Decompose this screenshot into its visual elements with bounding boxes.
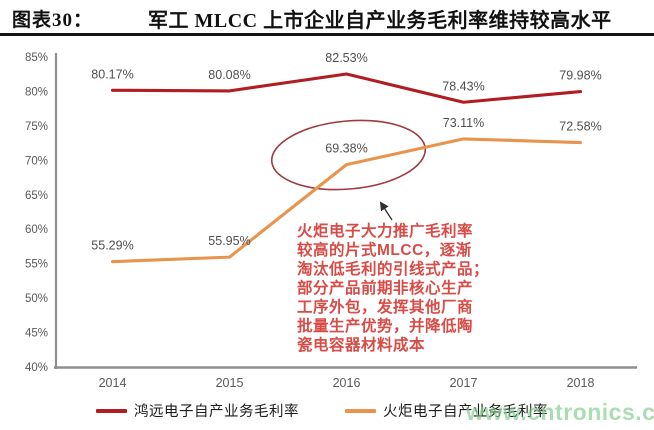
y-tick-label: 75% bbox=[25, 121, 48, 133]
series-line-0 bbox=[110, 72, 583, 104]
x-tick-label: 2014 bbox=[99, 376, 127, 390]
annotation-callout-text: 火炬电子大力推广毛利率 较高的片式MLCC，逐渐 淘汰低毛利的引线式产品； 部分… bbox=[297, 223, 490, 354]
x-tick-label: 2018 bbox=[567, 376, 595, 390]
annotation-arrow bbox=[379, 201, 393, 221]
series-line-1 bbox=[110, 137, 583, 264]
data-point-label: 69.38% bbox=[325, 142, 367, 156]
x-tick-label: 2017 bbox=[450, 376, 478, 390]
data-point-label: 82.53% bbox=[325, 51, 367, 65]
y-tick-label: 65% bbox=[25, 190, 48, 202]
y-tick-label: 40% bbox=[25, 362, 48, 374]
data-point-label: 80.17% bbox=[91, 67, 133, 81]
data-point-label: 73.11% bbox=[443, 116, 484, 130]
chart-legend: 鸿远电子自产业务毛利率 火炬电子自产业务毛利率 bbox=[96, 400, 548, 421]
legend-swatch-hongyuan bbox=[96, 408, 127, 413]
watermark: www.cntronics.com bbox=[466, 399, 654, 425]
data-point-label: 80.08% bbox=[208, 68, 250, 82]
y-tick-label: 80% bbox=[25, 86, 48, 98]
y-tick-label: 70% bbox=[25, 155, 48, 167]
figure-number-label: 图表30： bbox=[12, 10, 94, 31]
legend-item-hongyuan: 鸿远电子自产业务毛利率 bbox=[96, 400, 299, 421]
legend-label-hongyuan: 鸿远电子自产业务毛利率 bbox=[134, 404, 299, 420]
header-divider bbox=[0, 33, 654, 36]
legend-swatch-huoju bbox=[345, 408, 376, 413]
y-tick-label: 55% bbox=[25, 259, 48, 271]
data-point-label: 55.95% bbox=[208, 234, 250, 248]
y-tick-label: 50% bbox=[25, 293, 48, 305]
data-point-label: 78.43% bbox=[442, 79, 484, 93]
legend-item-huoju: 火炬电子自产业务毛利率 bbox=[345, 400, 548, 421]
data-point-label: 72.58% bbox=[559, 120, 601, 134]
figure-title: 军工 MLCC 上市企业自产业务毛利率维持较高水平 bbox=[148, 10, 612, 32]
legend-label-huoju: 火炬电子自产业务毛利率 bbox=[383, 404, 548, 420]
y-tick-label: 60% bbox=[25, 224, 48, 236]
x-tick-label: 2015 bbox=[216, 376, 244, 390]
data-point-label: 55.29% bbox=[91, 239, 133, 253]
y-tick-label: 85% bbox=[25, 52, 48, 64]
x-tick-label: 2016 bbox=[333, 376, 361, 390]
y-tick-label: 45% bbox=[25, 328, 48, 340]
data-point-label: 79.98% bbox=[559, 69, 601, 83]
